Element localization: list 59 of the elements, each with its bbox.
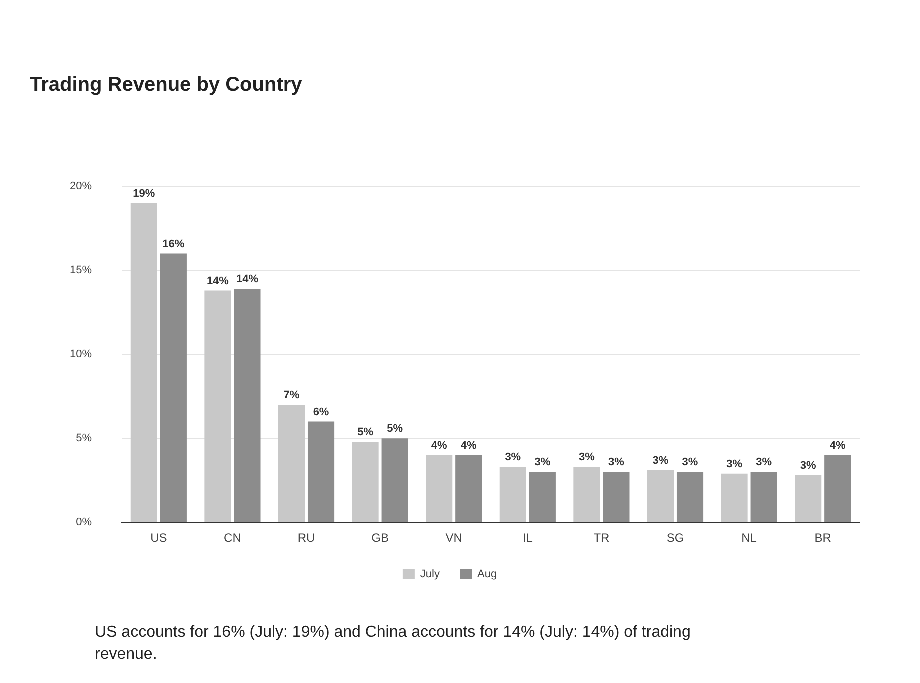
bar	[204, 290, 232, 522]
bar	[574, 467, 600, 522]
data-label: 3%	[652, 455, 669, 468]
legend-label: Aug	[477, 568, 498, 581]
data-label: 3%	[505, 452, 522, 464]
data-label: 4%	[830, 440, 846, 452]
data-label: 3%	[800, 460, 817, 472]
data-label: 14%	[236, 274, 259, 286]
bar	[456, 455, 482, 522]
data-label: 14%	[206, 275, 230, 288]
chart-title: Trading Revenue by Country	[30, 74, 302, 97]
x-tick-label: IL	[522, 531, 534, 546]
bar	[234, 289, 261, 522]
data-label: 7%	[284, 390, 300, 402]
x-tick-label: NL	[742, 531, 758, 546]
y-tick-label: 0%	[76, 516, 92, 529]
data-label: 4%	[460, 440, 478, 452]
x-tick-label: SG	[666, 531, 684, 546]
bar	[795, 476, 822, 522]
x-tick-label: GB	[372, 531, 389, 546]
x-tick-label: US	[150, 531, 168, 546]
bar	[603, 472, 630, 522]
bar	[529, 472, 556, 522]
y-tick-label: 20%	[70, 180, 92, 193]
data-label: 6%	[313, 406, 330, 418]
bar	[160, 254, 187, 522]
data-label: 3%	[534, 456, 551, 469]
data-label: 3%	[608, 456, 625, 469]
data-label: 16%	[162, 238, 185, 250]
y-tick-label: 5%	[76, 432, 92, 445]
bar	[426, 455, 453, 522]
bar	[721, 474, 748, 522]
bar	[676, 472, 704, 522]
x-tick-label: CN	[224, 531, 242, 546]
text: US accounts for 16% (July: 19%) and China accounts for 14% (July: 14%) of trading revenue.	[95, 623, 692, 665]
bar	[352, 442, 379, 522]
data-label: 4%	[431, 440, 448, 452]
bar	[647, 470, 674, 522]
legend-label: July	[420, 568, 440, 581]
bar	[130, 203, 158, 522]
data-label: 19%	[133, 188, 156, 200]
y-tick-label: 15%	[70, 264, 92, 277]
data-label: 3%	[682, 456, 698, 469]
x-tick-label: TR	[594, 531, 610, 546]
bar	[500, 467, 526, 522]
bar	[278, 405, 306, 522]
data-label: 3%	[756, 456, 772, 469]
bar	[382, 438, 408, 522]
data-label: 5%	[387, 423, 404, 436]
x-tick-label: RU	[298, 531, 316, 546]
x-tick-label: BR	[814, 531, 832, 546]
data-label: 3%	[578, 452, 596, 464]
bar	[750, 472, 778, 522]
data-label: 5%	[358, 426, 374, 438]
y-tick-label: 10%	[70, 348, 92, 361]
x-tick-label: VN	[446, 531, 462, 546]
bar	[308, 422, 335, 522]
data-label: 3%	[726, 458, 743, 470]
bar	[824, 455, 852, 522]
